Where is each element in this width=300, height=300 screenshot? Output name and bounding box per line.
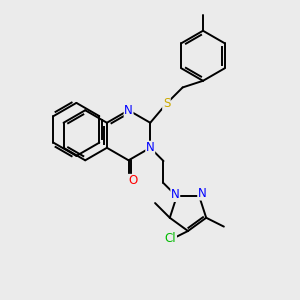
Text: N: N: [171, 188, 180, 201]
Text: Cl: Cl: [165, 232, 176, 245]
Text: O: O: [128, 174, 138, 188]
Text: N: N: [124, 104, 133, 117]
Text: S: S: [163, 97, 170, 110]
Text: N: N: [146, 141, 154, 154]
Text: N: N: [198, 187, 207, 200]
